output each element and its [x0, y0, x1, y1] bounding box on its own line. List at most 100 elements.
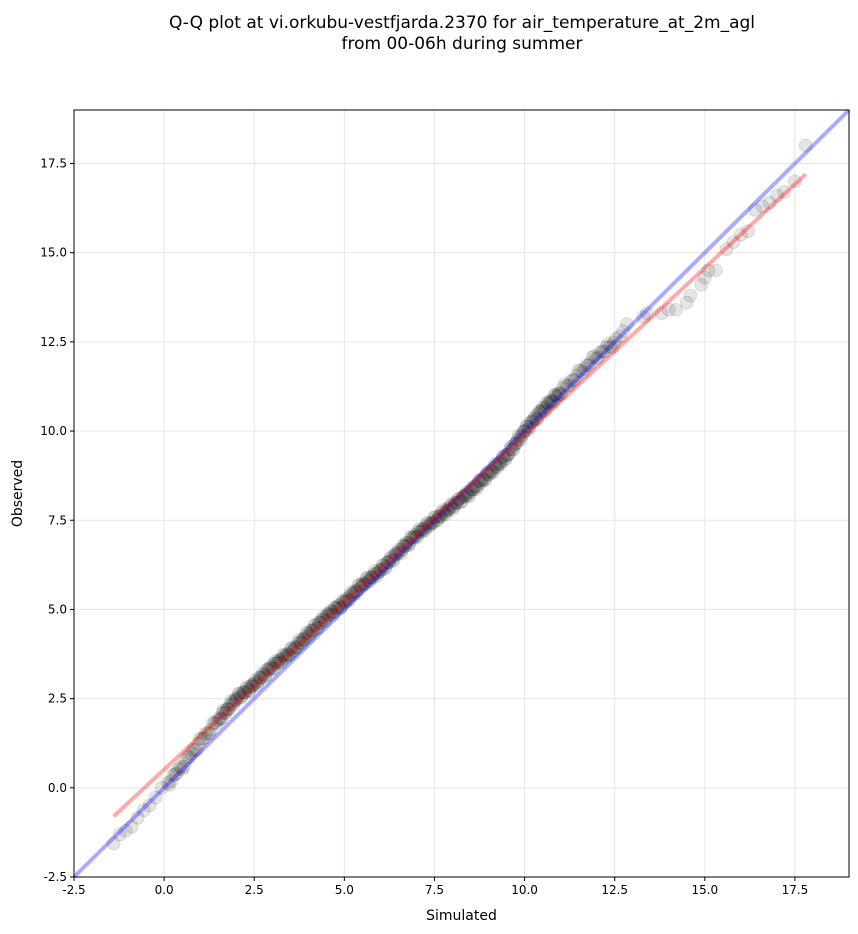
qq-point [528, 409, 542, 424]
qq-point [364, 570, 379, 584]
qq-point [694, 277, 709, 292]
qq-point [162, 777, 177, 792]
qq-point [282, 647, 297, 662]
qq-point [460, 485, 474, 500]
qq-point [485, 465, 500, 480]
qq-point [277, 649, 292, 663]
qq-point [184, 746, 199, 761]
qq-point [261, 662, 275, 677]
qq-point [305, 624, 320, 638]
qq-point [567, 373, 582, 388]
qq-point [386, 553, 401, 568]
qq-point [565, 372, 580, 387]
qq-point [488, 457, 502, 471]
x-axis-label: Simulated [426, 908, 497, 924]
qq-point [304, 623, 319, 638]
qq-point [271, 653, 286, 668]
qq-point [257, 670, 272, 684]
x-tick-label: 7.5 [425, 883, 444, 897]
qq-point [478, 472, 493, 487]
qq-point [227, 694, 242, 709]
qq-point [507, 437, 522, 452]
qq-point [636, 310, 651, 324]
qq-point [216, 703, 231, 718]
qq-point [255, 667, 270, 682]
qq-point [262, 663, 276, 678]
qq-point [171, 762, 186, 776]
qq-point [535, 401, 550, 415]
qq-point [142, 798, 157, 813]
qq-point [421, 517, 435, 532]
qq-point [106, 836, 121, 851]
qq-point [299, 625, 314, 640]
y-tick-label: 15.0 [40, 246, 67, 260]
qq-point [233, 690, 248, 705]
y-tick-label: -2.5 [44, 870, 67, 884]
qq-point [211, 713, 226, 728]
qq-point [661, 302, 676, 317]
x-tick-label: 17.5 [782, 883, 809, 897]
qq-point [375, 558, 390, 573]
qq-point [238, 685, 253, 700]
qq-point [236, 685, 250, 700]
qq-point [697, 270, 712, 285]
qq-point [741, 224, 755, 239]
qq-point [444, 498, 459, 513]
qq-point [547, 388, 562, 403]
qq-point [472, 473, 487, 488]
qq-point [551, 385, 566, 400]
qq-point [453, 495, 468, 510]
qq-point [458, 487, 473, 502]
qq-point [534, 404, 549, 419]
qq-point [408, 527, 422, 542]
qq-point [254, 670, 269, 685]
qq-point [467, 479, 482, 494]
qq-point [377, 561, 392, 576]
qq-point [298, 629, 313, 644]
qq-point [324, 605, 339, 619]
qq-point [616, 324, 631, 339]
qq-point [191, 736, 206, 751]
qq-point [593, 345, 608, 360]
qq-point [516, 424, 531, 439]
qq-point [440, 502, 455, 517]
qq-point [337, 595, 352, 610]
qq-point [550, 388, 565, 403]
qq-point [477, 473, 492, 488]
qq-point [198, 727, 213, 741]
qq-point [266, 661, 281, 676]
qq-point [334, 600, 349, 615]
qq-point [419, 515, 434, 530]
qq-point [429, 513, 444, 528]
qq-point [315, 612, 329, 627]
y-tick-label: 17.5 [40, 157, 67, 171]
qq-point [719, 242, 734, 257]
qq-point [514, 432, 528, 447]
x-tick-label: 15.0 [691, 883, 718, 897]
qq-point [480, 465, 495, 480]
qq-point [399, 536, 414, 551]
qq-point [517, 424, 532, 439]
qq-point [414, 524, 429, 539]
qq-point [471, 473, 486, 488]
qq-point [559, 378, 574, 393]
qq-point [494, 454, 509, 469]
qq-point [416, 522, 431, 537]
qq-point [503, 441, 518, 456]
qq-point [387, 548, 402, 563]
qq-point [224, 694, 239, 708]
qq-point [253, 671, 268, 685]
qq-point [293, 635, 308, 650]
qq-point [496, 450, 511, 464]
qq-point [164, 773, 179, 788]
qq-point [232, 687, 247, 701]
qq-point [258, 668, 273, 683]
qq-point [351, 577, 366, 592]
qq-point [308, 618, 323, 633]
x-tick-label: 10.0 [511, 883, 538, 897]
qq-point [464, 481, 479, 496]
qq-point [166, 768, 181, 783]
chart-title-line1: Q-Q plot at vi.orkubu-vestfjarda.2370 fo… [169, 13, 755, 33]
